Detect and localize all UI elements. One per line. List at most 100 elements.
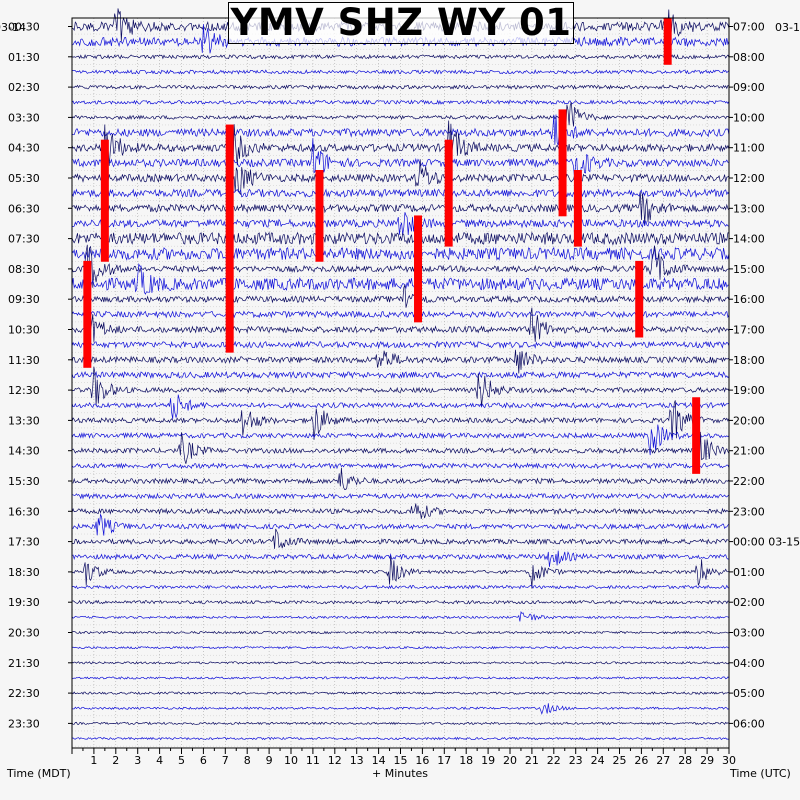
left-time-label: 08:30	[8, 263, 40, 276]
x-tick-label: 23	[569, 754, 583, 767]
right-time-label: 09:00	[733, 81, 765, 94]
x-axis-label: + Minutes	[372, 767, 428, 780]
x-tick-label: 14	[372, 754, 386, 767]
seismic-trace	[71, 513, 730, 536]
x-tick-label: 9	[266, 754, 273, 767]
clipped-signal-bar	[573, 170, 582, 247]
seismic-trace	[71, 550, 730, 567]
right-time-label: 23:00	[733, 505, 765, 518]
x-tick-label: 4	[156, 754, 163, 767]
seismic-trace	[71, 307, 730, 348]
seismic-trace	[71, 349, 730, 374]
seismic-trace	[71, 120, 730, 179]
left-time-label: 18:30	[8, 566, 40, 579]
seismic-trace	[71, 102, 730, 136]
left-time-label: 20:30	[8, 627, 40, 640]
left-time-label: 11:30	[8, 354, 40, 367]
seismic-trace	[71, 556, 730, 589]
seismic-trace	[71, 188, 730, 199]
seismic-trace	[71, 703, 730, 715]
seismic-trace	[71, 366, 730, 407]
x-tick-label: 20	[503, 754, 517, 767]
left-time-label: 00:30	[8, 21, 40, 34]
right-time-label: 08:00	[733, 51, 765, 64]
left-time-label: 03:30	[8, 111, 40, 124]
seismic-trace	[71, 424, 730, 456]
right-time-label: 03:00	[733, 627, 765, 640]
label-layer: 00:30 01:30 02:30 03:30 04:30 05:30 06:30 07:30…	[8, 21, 800, 731]
left-date-label: 03-14	[0, 21, 26, 34]
seismic-trace	[71, 231, 730, 246]
seismic-trace	[71, 503, 730, 519]
left-time-label: 07:30	[8, 233, 40, 246]
seismic-trace	[71, 430, 730, 466]
left-time-label: 06:30	[8, 202, 40, 215]
seismic-trace	[71, 691, 729, 695]
seismic-trace	[71, 84, 730, 90]
right-time-label: 02:00	[733, 596, 765, 609]
left-time-label: 05:30	[8, 172, 40, 185]
seismic-trace	[71, 114, 730, 146]
right-time-label: 11:00	[733, 142, 765, 155]
clipped-signal-bar	[663, 18, 672, 65]
x-tick-label: 27	[656, 754, 670, 767]
chart-title: YMV SHZ WY 01	[228, 2, 574, 44]
seismic-trace	[71, 462, 730, 470]
seismic-trace	[71, 645, 730, 650]
x-tick-label: 8	[244, 754, 251, 767]
left-time-label: 19:30	[8, 596, 40, 609]
seismic-trace	[71, 284, 730, 308]
x-tick-label: 7	[222, 754, 229, 767]
x-tick-label: 18	[459, 754, 473, 767]
right-time-label: 12:00	[733, 172, 765, 185]
right-time-label: 16:00	[733, 293, 765, 306]
x-tick-label: 21	[525, 754, 539, 767]
plot-frame	[71, 17, 730, 749]
right-time-label: 04:00	[733, 657, 765, 670]
left-axis-label: Time (MDT)	[6, 767, 71, 780]
right-time-label: 13:00	[733, 202, 765, 215]
left-time-label: 09:30	[8, 293, 40, 306]
seismic-trace	[71, 630, 730, 635]
x-tick-label: 5	[178, 754, 185, 767]
right-time-label: 06:00	[733, 717, 765, 730]
clipped-signal-bar	[414, 215, 423, 323]
left-time-label: 17:30	[8, 536, 40, 549]
x-tick-label: 16	[415, 754, 429, 767]
left-time-label: 16:30	[8, 505, 40, 518]
seismic-trace	[71, 660, 730, 665]
right-time-label: 01:00	[733, 566, 765, 579]
clipped-signal-bar	[83, 260, 92, 368]
seismic-trace	[71, 611, 730, 622]
x-tick-label: 11	[306, 754, 320, 767]
right-time-label: 05:00	[733, 687, 765, 700]
right-time-label: 14:00	[733, 233, 765, 246]
seismic-trace	[71, 599, 730, 605]
left-time-label: 12:30	[8, 384, 40, 397]
left-time-label: 10:30	[8, 324, 40, 337]
right-time-label: 07:00	[733, 21, 765, 34]
clipped-signal-bar	[100, 139, 109, 262]
seismic-trace	[71, 467, 730, 491]
x-tick-label: 6	[200, 754, 207, 767]
left-time-label: 04:30	[8, 142, 40, 155]
x-tick-label: 1	[90, 754, 97, 767]
left-time-label: 14:30	[8, 445, 40, 458]
seismic-trace	[71, 262, 730, 295]
x-tick-label: 17	[437, 754, 451, 767]
seismic-trace	[71, 69, 730, 75]
seismic-trace	[71, 159, 730, 196]
x-tick-label: 10	[284, 754, 298, 767]
x-tick-label: 19	[481, 754, 495, 767]
right-time-label: 10:00	[733, 111, 765, 124]
right-time-label: 19:00	[733, 384, 765, 397]
x-tick-label: 24	[591, 754, 605, 767]
right-time-label: 00:00 03-15	[733, 536, 800, 549]
clipped-signal-bar	[444, 139, 453, 247]
seismic-trace	[71, 138, 730, 185]
right-time-label: 15:00	[733, 263, 765, 276]
seismic-trace	[71, 584, 730, 590]
right-time-label: 20:00	[733, 414, 765, 427]
seismic-trace	[71, 310, 730, 319]
